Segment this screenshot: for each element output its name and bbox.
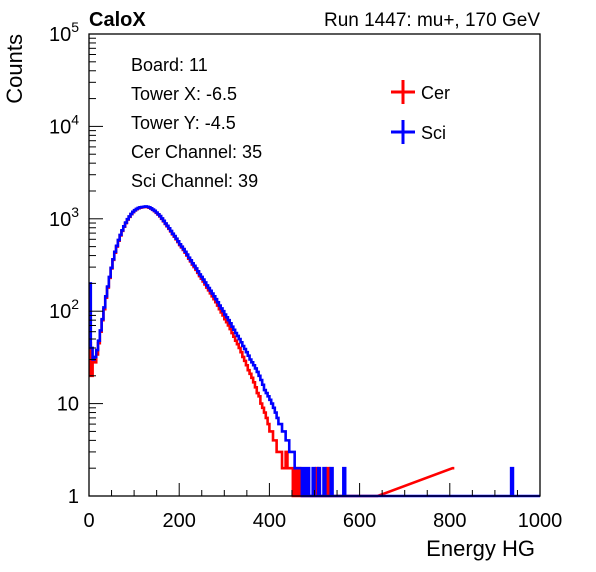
plot-frame <box>88 33 541 497</box>
x-tick-label: 200 <box>163 510 196 532</box>
y-tick-label: 103 <box>49 204 79 231</box>
legend: Cer Sci <box>384 74 474 150</box>
chart-title-right: Run 1447: mu+, 170 GeV <box>324 10 540 31</box>
y-tick-label: 102 <box>49 296 79 323</box>
info-board: Board: 11 <box>131 55 208 75</box>
ticks-layer: 0 200 400 600 800 1000 1 10 102 103 104 105 <box>49 19 562 532</box>
legend-marker-sci <box>391 120 415 144</box>
info-box: Board: 11 Tower X: -6.5 Tower Y: -4.5 Ce… <box>120 48 360 196</box>
y-tick-label: 105 <box>49 19 79 46</box>
y-tick-label: 10 <box>57 394 79 416</box>
x-tick-label: 400 <box>253 510 286 532</box>
info-box-background <box>120 48 360 196</box>
legend-label-sci: Sci <box>421 123 446 143</box>
x-axis-label: Energy HG <box>426 536 535 561</box>
legend-label-cer: Cer <box>421 83 450 103</box>
y-tick-label: 104 <box>49 111 79 138</box>
x-tick-label: 1000 <box>518 510 563 532</box>
x-tick-label: 800 <box>433 510 466 532</box>
info-sci-channel: Sci Channel: 39 <box>131 171 258 191</box>
legend-background <box>384 74 474 150</box>
chart-title-left: CaloX <box>89 9 146 31</box>
x-tick-label: 600 <box>343 510 376 532</box>
legend-marker-cer <box>391 80 415 104</box>
y-tick-label: 1 <box>68 486 79 508</box>
x-tick-label: 0 <box>83 510 94 532</box>
y-axis-label: Counts <box>2 34 27 104</box>
info-cer-channel: Cer Channel: 35 <box>131 142 262 162</box>
info-tower-x: Tower X: -6.5 <box>131 84 237 104</box>
info-tower-y: Tower Y: -4.5 <box>131 113 236 133</box>
